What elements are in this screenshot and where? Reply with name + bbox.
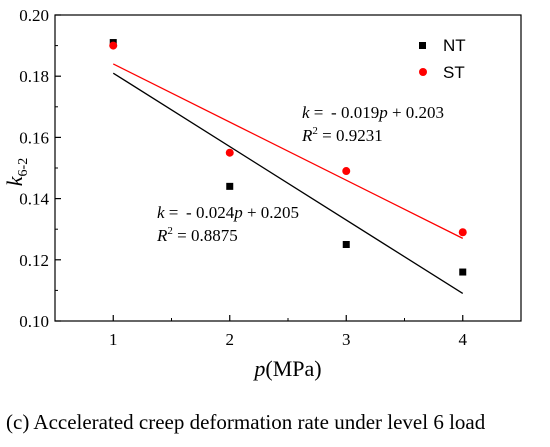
x-tick-label: 2 bbox=[226, 330, 235, 349]
legend-label-st: ST bbox=[443, 63, 465, 82]
equation-nt: k = - 0.024p + 0.205 bbox=[157, 203, 299, 222]
caption-text: Accelerated creep deformation rate under… bbox=[29, 410, 486, 434]
equation-st: k = - 0.019p + 0.203 bbox=[302, 103, 444, 122]
x-tick-label: 3 bbox=[342, 330, 351, 349]
point-nt bbox=[342, 241, 350, 248]
caption-label: (c) bbox=[6, 410, 30, 434]
y-tick-label: 0.20 bbox=[19, 6, 49, 25]
legend-label-nt: NT bbox=[443, 36, 466, 55]
y-tick-label: 0.16 bbox=[19, 128, 49, 147]
point-st bbox=[458, 228, 467, 237]
y-tick-label: 0.10 bbox=[19, 312, 49, 331]
point-st bbox=[109, 41, 118, 50]
r2-nt: R2 = 0.8875 bbox=[156, 225, 238, 245]
x-axis-ticks: 1 2 3 4 bbox=[54, 315, 522, 349]
x-tick-label: 4 bbox=[459, 330, 468, 349]
y-tick-label: 0.14 bbox=[19, 190, 49, 209]
r2-st: R2 = 0.9231 bbox=[301, 125, 383, 145]
point-nt bbox=[226, 182, 234, 190]
point-st bbox=[225, 148, 234, 157]
point-st bbox=[342, 167, 351, 176]
data-points bbox=[109, 39, 467, 276]
plot-frame bbox=[54, 14, 522, 322]
figure-caption: (c) Accelerated creep deformation rate u… bbox=[6, 410, 550, 435]
legend-marker-nt bbox=[419, 42, 426, 49]
fit-line-nt bbox=[112, 72, 464, 295]
y-axis-label: k6-2 bbox=[2, 158, 31, 186]
fit-line-st bbox=[112, 63, 464, 239]
y-tick-label: 0.18 bbox=[19, 67, 49, 86]
y-axis-ticks: 0.10 0.12 0.14 0.16 0.18 0.20 bbox=[19, 6, 61, 331]
fit-lines bbox=[112, 63, 464, 295]
legend-marker-st bbox=[419, 68, 427, 76]
legend: NT ST bbox=[419, 36, 466, 82]
x-tick-label: 1 bbox=[109, 330, 118, 349]
x-axis-label: p(MPa) bbox=[252, 356, 321, 381]
y-tick-label: 0.12 bbox=[19, 251, 49, 270]
point-nt bbox=[459, 268, 467, 276]
